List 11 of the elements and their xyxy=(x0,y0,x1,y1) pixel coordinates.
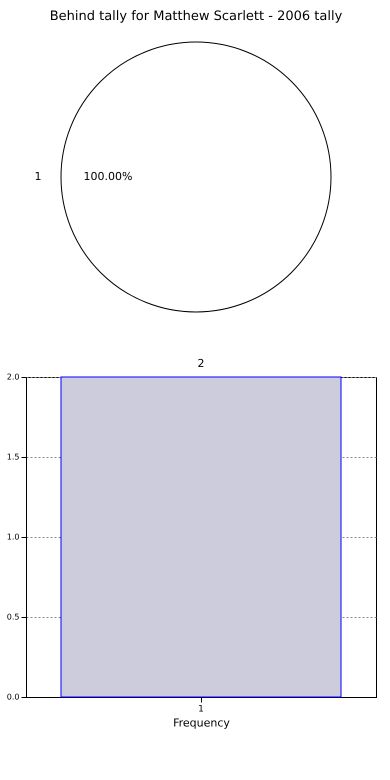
y-tick-label: 0.5 xyxy=(6,612,20,622)
data-label: 2 xyxy=(198,357,204,370)
y-tick-label: 1.5 xyxy=(6,452,20,462)
y-tick-label: 2.0 xyxy=(6,372,20,382)
legend-label: 1 xyxy=(198,704,204,714)
chart-title: Behind tally for Matthew Scarlett - 2006 tally xyxy=(50,9,343,24)
data-label: 100.00% xyxy=(84,170,132,183)
x-axis-title: Frequency xyxy=(173,716,230,730)
y-tick-label: 0.0 xyxy=(6,692,20,702)
y-tick-label: 1.0 xyxy=(6,532,20,542)
slice-label: 1 xyxy=(34,170,42,183)
